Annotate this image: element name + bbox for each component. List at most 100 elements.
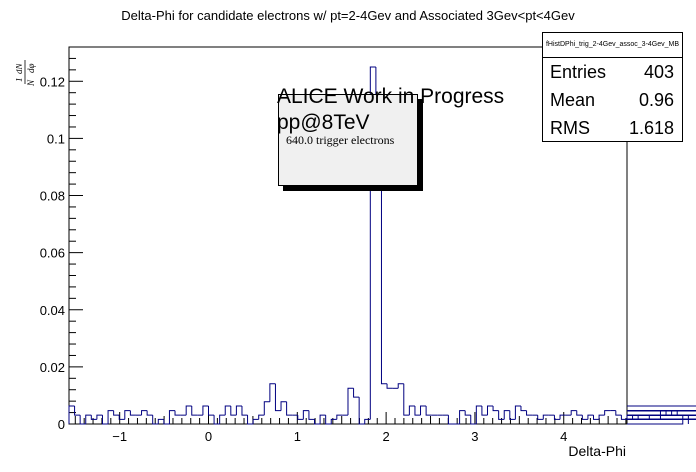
histogram-bin bbox=[581, 415, 588, 420]
histogram-bin bbox=[627, 418, 696, 420]
histogram-bin bbox=[325, 415, 332, 425]
histogram-bin bbox=[627, 410, 696, 412]
histogram-bin bbox=[627, 414, 696, 416]
histogram-bin bbox=[627, 414, 696, 416]
histogram-bin bbox=[627, 418, 696, 420]
histogram-bin bbox=[627, 414, 696, 416]
plot-frame bbox=[68, 46, 628, 425]
histogram-bin bbox=[219, 414, 226, 424]
histogram-bin bbox=[364, 418, 371, 424]
histogram-bin bbox=[163, 419, 170, 425]
histogram-bin bbox=[627, 410, 696, 412]
histogram-bin bbox=[274, 383, 282, 412]
histogram-bin bbox=[157, 418, 164, 424]
histogram-bin bbox=[627, 415, 634, 420]
histogram-bin bbox=[627, 410, 696, 412]
histogram-bin bbox=[627, 415, 684, 425]
histogram-bin bbox=[615, 410, 622, 416]
histogram-bin bbox=[286, 401, 293, 416]
chart-title: Delta-Phi for candidate electrons w/ pt=… bbox=[121, 8, 575, 23]
histogram-bin bbox=[627, 410, 696, 412]
histogram-bin bbox=[627, 418, 696, 420]
histogram-bin bbox=[208, 406, 215, 416]
histogram-bin bbox=[308, 410, 315, 420]
x-tick-label: −1 bbox=[112, 429, 127, 444]
histogram-bin bbox=[627, 410, 673, 416]
histogram-bin bbox=[627, 414, 696, 416]
histogram-bin bbox=[79, 415, 86, 425]
histogram-bin bbox=[620, 415, 627, 420]
histogram-bin bbox=[627, 410, 696, 412]
histogram-bin bbox=[486, 405, 494, 416]
histogram-bin bbox=[542, 414, 549, 420]
stats-value: 0.96 bbox=[638, 90, 674, 110]
histogram-bin bbox=[604, 410, 611, 416]
histogram-bin bbox=[587, 414, 594, 420]
y-tick-label: 0.08 bbox=[40, 189, 65, 204]
histogram-bin bbox=[336, 414, 343, 420]
stats-row-mean: Mean 0.96 bbox=[543, 86, 682, 114]
histogram-bin bbox=[627, 414, 696, 416]
histogram-bin bbox=[627, 414, 696, 416]
histogram-bin bbox=[627, 414, 696, 416]
histogram-bin bbox=[258, 414, 265, 420]
histogram-bin bbox=[627, 418, 696, 420]
histogram-bin bbox=[414, 406, 421, 416]
histogram-bin bbox=[252, 418, 259, 424]
alice-label: ALICE Work in Progress pp@8TeV bbox=[277, 84, 504, 136]
histogram-bin bbox=[627, 410, 696, 412]
histogram-bin bbox=[96, 414, 103, 420]
histogram-bin bbox=[146, 410, 153, 416]
histogram-bin bbox=[627, 414, 696, 416]
histogram-bin bbox=[627, 414, 696, 416]
alice-line-1: ALICE Work in Progress bbox=[277, 85, 505, 108]
histogram-bin bbox=[627, 414, 696, 416]
histogram-bin bbox=[202, 405, 209, 416]
histogram-bin bbox=[403, 383, 410, 416]
histogram-bin bbox=[263, 401, 270, 416]
histogram-bin bbox=[627, 418, 696, 420]
y-tick-label: 0.04 bbox=[40, 303, 65, 318]
histogram-bin bbox=[330, 418, 337, 424]
histogram-bin bbox=[627, 414, 696, 416]
histogram-bin bbox=[627, 414, 696, 416]
y-tick-label: 0.06 bbox=[40, 246, 65, 261]
histogram-bin bbox=[537, 415, 544, 420]
histogram-bin bbox=[627, 414, 696, 416]
stats-label: RMS bbox=[550, 118, 590, 138]
histogram-bin bbox=[627, 414, 696, 416]
trigger-count-label: 640.0 trigger electrons bbox=[286, 133, 395, 147]
histogram-bin bbox=[230, 406, 237, 416]
histogram-bin bbox=[627, 414, 696, 416]
histogram-bin bbox=[627, 418, 696, 420]
histogram-bin bbox=[90, 415, 97, 420]
stats-label: Mean bbox=[550, 90, 596, 110]
histogram-bin bbox=[627, 410, 696, 412]
histogram-bin bbox=[247, 415, 254, 425]
histogram-bin bbox=[627, 418, 696, 420]
histogram-bin bbox=[627, 410, 696, 412]
histogram-bin bbox=[576, 410, 583, 416]
histogram-bin bbox=[627, 418, 696, 420]
histogram-bin bbox=[347, 387, 354, 416]
histogram-bin bbox=[627, 410, 696, 412]
histogram-bin bbox=[627, 414, 696, 416]
histogram-bin bbox=[627, 414, 696, 416]
histogram-bin bbox=[85, 414, 92, 424]
histogram-bin bbox=[124, 410, 131, 420]
histogram-bin bbox=[141, 410, 148, 416]
histogram-name: fHistDPhi_trig_2-4Gev_assoc_3-4Gev_MB bbox=[543, 33, 682, 58]
histogram-bin bbox=[369, 66, 376, 420]
histogram-bin bbox=[627, 414, 696, 416]
histogram-bin bbox=[241, 406, 248, 416]
histogram-bin bbox=[627, 414, 696, 416]
histogram-bin bbox=[464, 410, 471, 416]
histogram-bin bbox=[447, 415, 455, 425]
histogram-bin bbox=[235, 405, 242, 416]
histogram-bin bbox=[627, 410, 696, 412]
histogram-bin bbox=[627, 410, 696, 412]
histogram-bin bbox=[627, 410, 696, 412]
histogram-bin bbox=[553, 415, 561, 420]
histogram-bin bbox=[514, 405, 521, 420]
histogram-bin bbox=[302, 410, 309, 420]
